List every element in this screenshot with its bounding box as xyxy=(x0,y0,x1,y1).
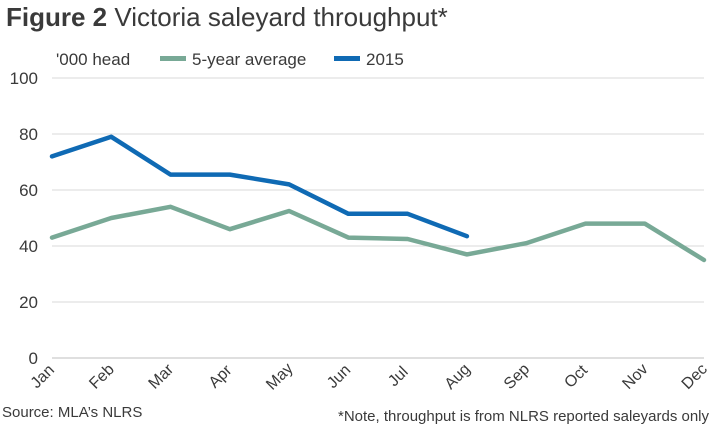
series-line-5-year-average xyxy=(49,204,707,263)
legend-label-2015: 2015 xyxy=(366,50,404,69)
legend-item-5-year-average: 5-year average xyxy=(160,50,306,70)
source-note: Source: MLA’s NLRS xyxy=(2,404,143,421)
legend-item-2015: 2015 xyxy=(334,50,404,70)
legend-label-5-year-average: 5-year average xyxy=(192,50,307,69)
x-tick-label: Mar xyxy=(146,361,178,393)
series-line-2015 xyxy=(49,134,470,239)
x-tick-label: Oct xyxy=(561,362,591,392)
figure-number: Figure 2 xyxy=(6,2,108,32)
y-axis-label: '000 head xyxy=(56,50,131,69)
x-tick-label: Nov xyxy=(619,361,651,393)
y-tick-label: 100 xyxy=(10,69,38,88)
legend-swatch-2015 xyxy=(334,56,360,62)
y-tick-label: 0 xyxy=(29,349,38,368)
x-tick-label: Jul xyxy=(385,364,411,390)
y-tick-label: 80 xyxy=(19,125,38,144)
x-tick-label: Jun xyxy=(324,362,354,392)
x-tick-label: Sep xyxy=(501,361,533,393)
title-text: Victoria saleyard throughput* xyxy=(114,2,448,32)
y-tick-label: 40 xyxy=(19,237,38,256)
x-tick-label: Aug xyxy=(442,361,474,393)
x-tick-label: Feb xyxy=(86,361,118,393)
x-tick-label: May xyxy=(263,360,296,393)
x-tick-label: Apr xyxy=(206,362,236,392)
chart-title: Figure 2 Victoria saleyard throughput* xyxy=(6,2,448,33)
x-tick-label: Dec xyxy=(679,361,711,393)
y-tick-label: 60 xyxy=(19,181,38,200)
footnote: *Note, throughput is from NLRS reported … xyxy=(337,408,709,425)
legend-swatch-5-year-average xyxy=(160,56,186,62)
y-tick-label: 20 xyxy=(19,293,38,312)
